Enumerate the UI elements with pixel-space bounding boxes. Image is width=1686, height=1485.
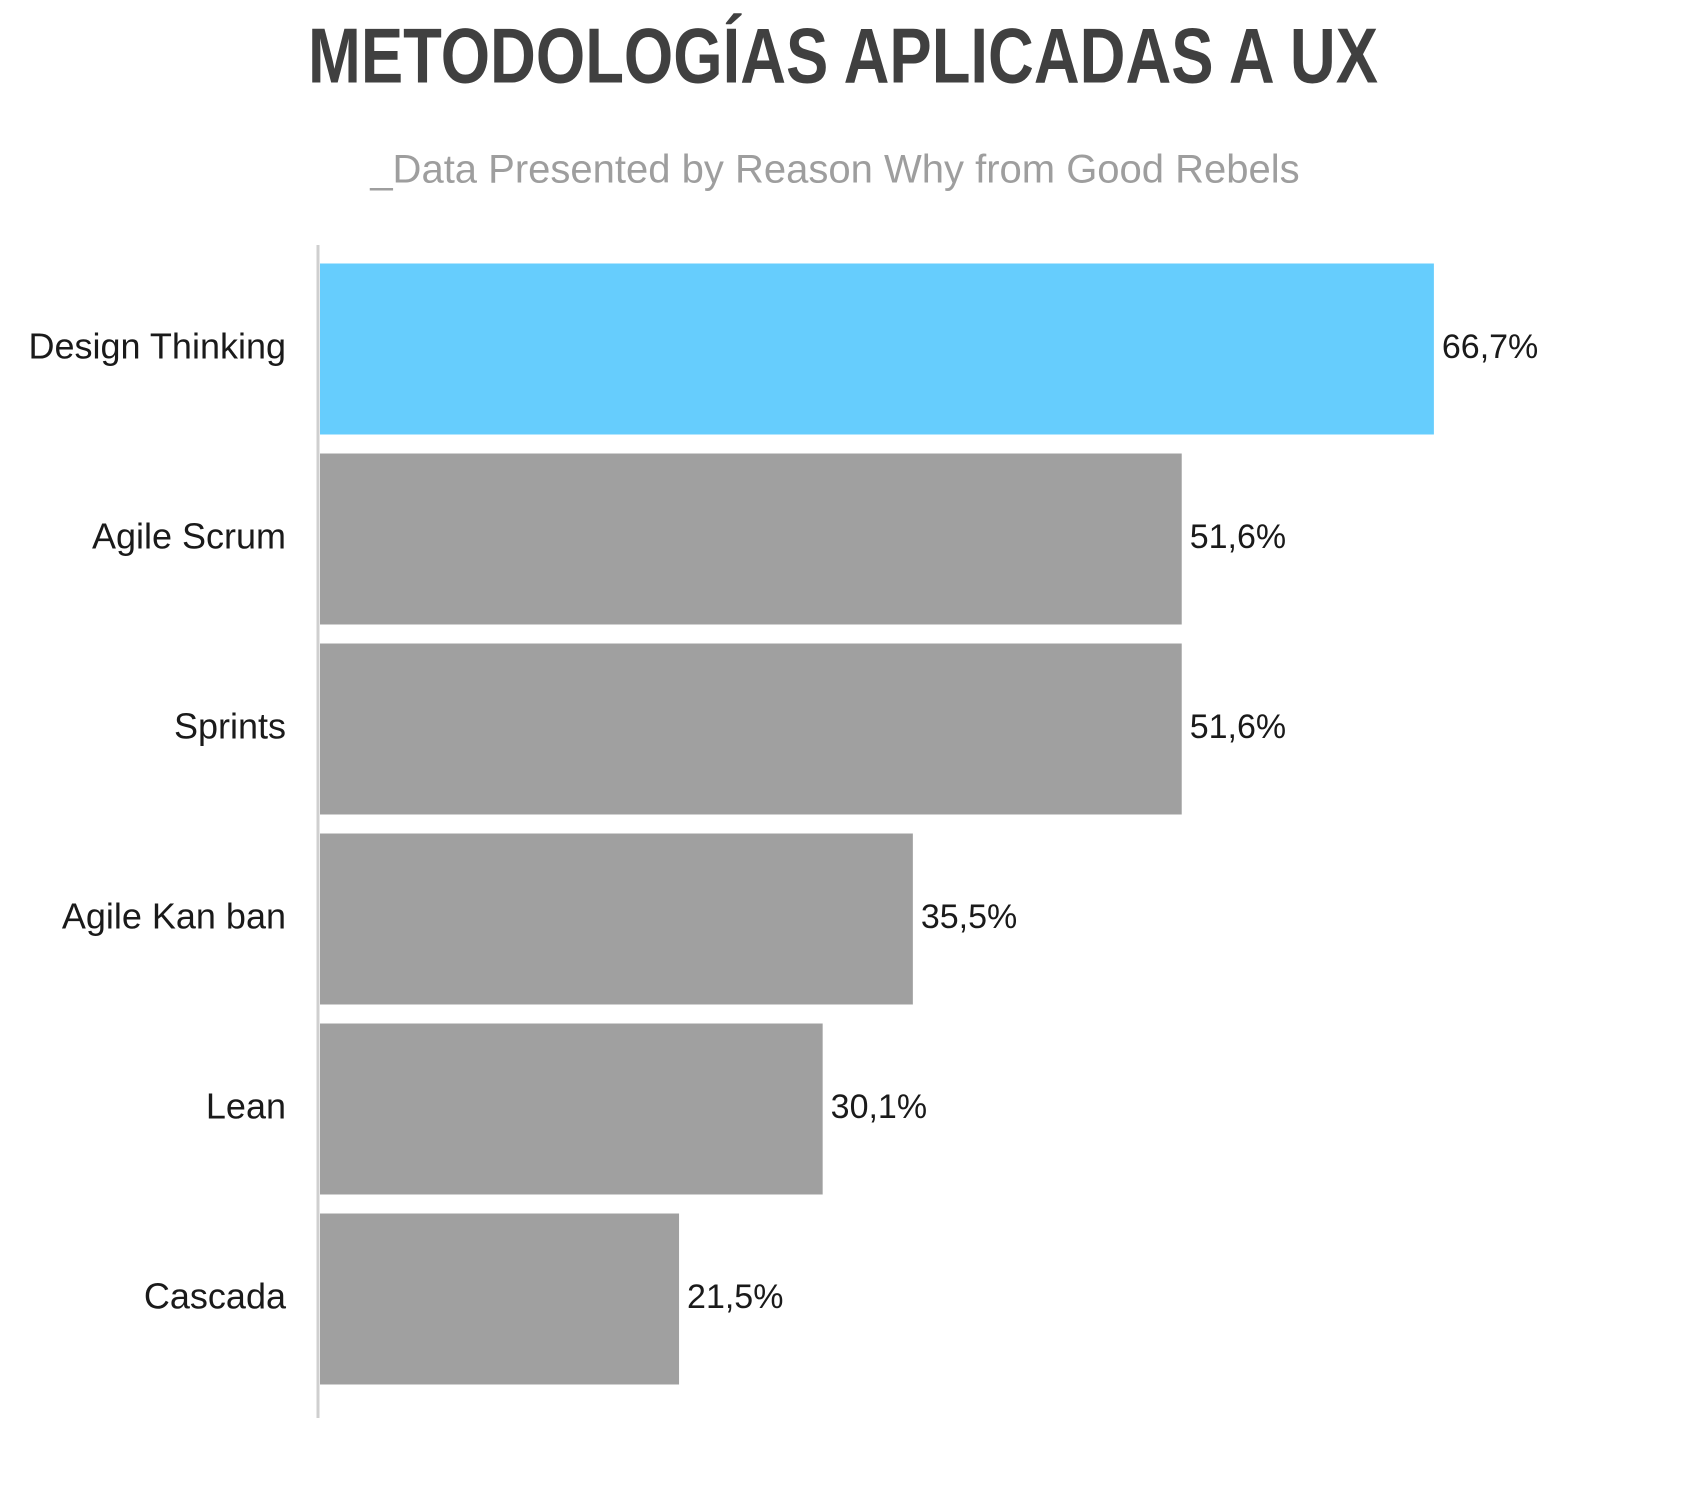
- chart-subtitle: _Data Presented by Reason Why from Good …: [369, 148, 1299, 192]
- category-label: Sprints: [174, 706, 286, 747]
- bar: [320, 1213, 680, 1385]
- bar: [320, 833, 913, 1005]
- category-label: Cascada: [144, 1276, 287, 1317]
- bar: [320, 263, 1434, 435]
- category-label: Lean: [206, 1086, 286, 1127]
- value-label: 35,5%: [921, 898, 1017, 936]
- category-label: Agile Kan ban: [62, 896, 286, 937]
- bar: [320, 453, 1182, 625]
- value-label: 51,6%: [1190, 708, 1286, 746]
- category-label: Design Thinking: [29, 326, 286, 367]
- value-label: 21,5%: [687, 1278, 783, 1316]
- value-label: 30,1%: [831, 1088, 927, 1126]
- bar: [320, 643, 1182, 815]
- value-label: 51,6%: [1190, 518, 1286, 556]
- value-label: 66,7%: [1442, 328, 1538, 366]
- bar: [320, 1023, 823, 1195]
- category-label: Agile Scrum: [92, 516, 286, 557]
- chart-title: METODOLOGÍAS APLICADAS A UX: [308, 12, 1378, 100]
